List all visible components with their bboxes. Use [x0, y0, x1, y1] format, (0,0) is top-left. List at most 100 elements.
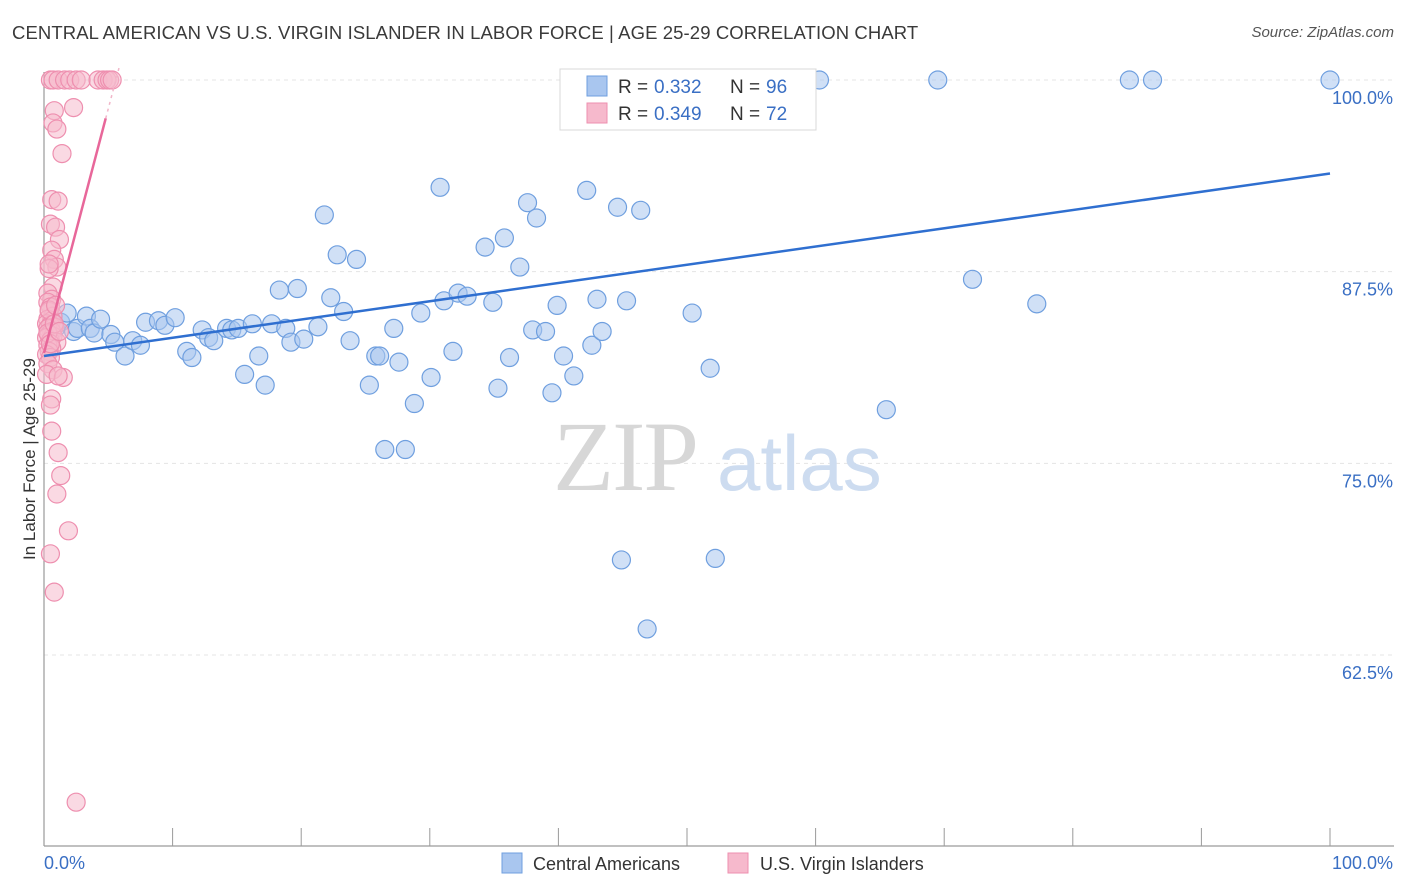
- x-axis-ticks: [43, 828, 1331, 846]
- trend-line-us-virgin-islanders-extension: [105, 64, 121, 119]
- series-legend: Central Americans U.S. Virgin Islanders: [501, 852, 924, 874]
- point-central-american: [389, 352, 409, 372]
- watermark: ZIP atlas: [553, 401, 882, 512]
- point-central-american: [411, 303, 431, 323]
- y-tick-label: 87.5%: [1342, 280, 1393, 300]
- point-central-american: [1119, 70, 1139, 90]
- point-us-virgin-islander: [48, 443, 68, 463]
- point-central-american: [359, 375, 379, 395]
- point-central-american: [165, 308, 185, 328]
- chart-title: CENTRAL AMERICAN VS U.S. VIRGIN ISLANDER…: [12, 22, 919, 43]
- y-tick-label: 100.0%: [1332, 88, 1393, 108]
- chart-source: Source: ZipAtlas.com: [1251, 24, 1394, 41]
- point-central-american: [430, 177, 450, 197]
- point-us-virgin-islander: [47, 484, 67, 504]
- point-central-american: [876, 400, 896, 420]
- point-central-american: [308, 317, 328, 337]
- x-tick-label-max: 100.0%: [1332, 853, 1393, 873]
- series-us-virgin-islanders: [36, 70, 122, 812]
- point-central-american: [1027, 294, 1047, 314]
- legend-n-label: N =: [730, 104, 760, 125]
- point-central-american: [488, 378, 508, 398]
- point-us-virgin-islander: [48, 191, 68, 211]
- point-us-virgin-islander: [71, 70, 91, 90]
- point-central-american: [928, 70, 948, 90]
- point-central-american: [269, 280, 289, 300]
- point-us-virgin-islander: [47, 119, 67, 139]
- point-central-american: [637, 619, 657, 639]
- point-central-american: [682, 303, 702, 323]
- point-central-american: [631, 200, 651, 220]
- legend-r-label: R =: [618, 104, 648, 125]
- trend-line-us-virgin-islanders: [42, 118, 107, 354]
- legend-n-value: 72: [766, 104, 787, 125]
- legend-label-central-americans: Central Americans: [533, 854, 680, 874]
- point-us-virgin-islander: [40, 395, 61, 415]
- point-central-american: [395, 439, 415, 460]
- point-us-virgin-islander: [44, 582, 64, 602]
- point-central-american: [587, 289, 607, 309]
- point-us-virgin-islander: [58, 521, 79, 541]
- point-us-virgin-islander: [48, 366, 68, 386]
- point-us-virgin-islander: [102, 70, 122, 90]
- y-tick-labels: 62.5% 75.0% 87.5% 100.0%: [1332, 88, 1393, 683]
- point-central-american: [242, 314, 262, 334]
- point-central-american: [443, 341, 463, 361]
- legend-r-value: 0.332: [654, 77, 702, 98]
- point-central-american: [340, 331, 360, 351]
- point-central-american: [294, 329, 314, 349]
- legend-n-value: 96: [766, 77, 787, 98]
- point-central-american: [582, 335, 602, 355]
- point-central-american: [421, 367, 441, 388]
- point-central-american: [517, 193, 538, 213]
- point-central-american: [370, 346, 390, 366]
- point-central-american: [526, 208, 547, 228]
- point-central-american: [592, 321, 612, 342]
- trend-lines: [42, 64, 1331, 358]
- point-central-american: [130, 335, 151, 355]
- point-central-american: [499, 347, 520, 368]
- stats-legend: R = 0.332 N = 96 R = 0.349 N = 72: [559, 68, 817, 131]
- point-us-virgin-islander: [39, 254, 59, 274]
- point-us-virgin-islander: [51, 466, 71, 486]
- legend-swatch-us-virgin-islanders: [727, 852, 749, 874]
- point-central-american: [249, 346, 269, 366]
- point-central-american: [314, 205, 334, 225]
- point-central-american: [611, 550, 632, 570]
- y-tick-label: 75.0%: [1342, 471, 1393, 491]
- point-central-american: [384, 318, 404, 338]
- point-central-american: [607, 197, 628, 217]
- y-tick-label: 62.5%: [1342, 663, 1393, 683]
- point-central-american: [321, 288, 341, 308]
- point-us-virgin-islander: [63, 97, 84, 118]
- point-central-american: [577, 180, 597, 200]
- point-central-american: [700, 358, 720, 378]
- point-central-american: [547, 295, 567, 315]
- point-us-virgin-islander: [40, 544, 61, 564]
- x-tick-label-min: 0.0%: [44, 853, 85, 873]
- point-central-american: [705, 548, 725, 569]
- point-us-virgin-islander: [52, 144, 72, 164]
- point-central-american: [553, 346, 574, 366]
- point-central-american: [1142, 70, 1163, 90]
- point-central-american: [235, 364, 255, 384]
- legend-swatch-blue: [586, 75, 608, 97]
- trend-line-central-americans: [43, 172, 1331, 358]
- watermark-atlas: atlas: [717, 419, 882, 507]
- point-central-american: [346, 249, 367, 269]
- point-central-american: [404, 393, 424, 414]
- point-central-american: [494, 228, 514, 248]
- point-central-american: [115, 346, 135, 366]
- watermark-zip: ZIP: [553, 401, 697, 512]
- point-central-american: [475, 237, 495, 257]
- legend-r-value: 0.349: [654, 104, 702, 125]
- legend-label-us-virgin-islanders: U.S. Virgin Islanders: [760, 854, 924, 874]
- legend-swatch-pink: [586, 102, 608, 124]
- point-central-american: [255, 375, 275, 395]
- point-central-american: [616, 291, 637, 311]
- point-central-american: [564, 366, 584, 386]
- point-us-virgin-islander: [42, 421, 62, 441]
- point-central-american: [90, 309, 111, 329]
- point-central-american: [182, 347, 202, 368]
